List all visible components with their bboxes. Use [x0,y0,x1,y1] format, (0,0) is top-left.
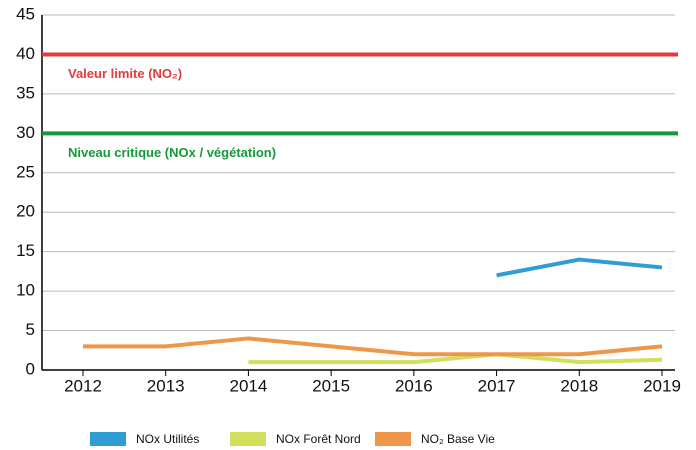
series-line [248,352,663,365]
x-tick-label: 2016 [395,376,433,395]
x-tick-label: 2013 [147,376,185,395]
legend-label: NOx Forêt Nord [276,432,361,446]
y-tick-label: 35 [16,83,35,102]
y-tick-label: 15 [16,241,35,260]
x-tick-label: 2019 [643,376,681,395]
y-tick-label: 5 [26,320,35,339]
reference-label: Niveau critique (NOx / végétation) [68,145,276,160]
y-tick-label: 0 [26,359,35,378]
x-tick-label: 2017 [478,376,516,395]
reference-label: Valeur limite (NO₂) [68,66,182,81]
legend-swatch [375,432,411,446]
x-tick-label: 2018 [560,376,598,395]
series-line [496,257,663,278]
series-line [83,336,663,357]
x-tick-label: 2012 [64,376,102,395]
y-tick-label: 20 [16,202,35,221]
legend-label: NOx Utilités [136,432,199,446]
legend-label: NO₂ Base Vie [421,432,495,446]
legend-swatch [230,432,266,446]
legend-swatch [90,432,126,446]
y-tick-label: 40 [16,44,35,63]
y-tick-label: 30 [16,123,35,142]
x-tick-label: 2015 [312,376,350,395]
y-tick-label: 45 [16,4,35,23]
y-tick-label: 25 [16,162,35,181]
y-tick-label: 10 [16,281,35,300]
x-tick-label: 2014 [230,376,268,395]
